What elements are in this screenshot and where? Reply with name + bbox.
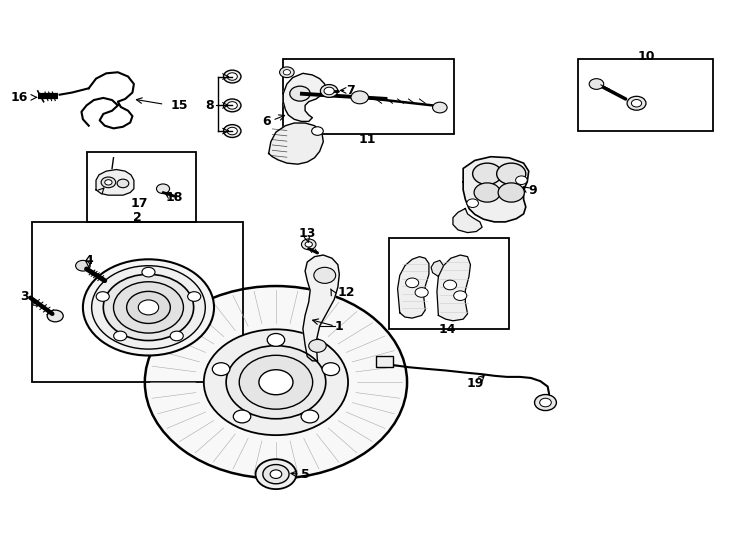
Circle shape (204, 329, 348, 435)
Polygon shape (463, 157, 528, 222)
Text: 1: 1 (335, 320, 344, 333)
Circle shape (138, 300, 159, 315)
Circle shape (117, 179, 128, 188)
Circle shape (314, 267, 335, 284)
Circle shape (47, 310, 63, 322)
Polygon shape (269, 123, 323, 164)
Circle shape (406, 278, 418, 288)
Circle shape (76, 260, 90, 271)
Circle shape (223, 70, 241, 83)
Circle shape (226, 346, 326, 419)
Circle shape (432, 102, 447, 113)
Circle shape (631, 99, 642, 107)
Circle shape (96, 292, 109, 301)
Text: 4: 4 (84, 254, 93, 267)
Circle shape (103, 274, 194, 341)
Bar (32, 222, 243, 382)
Circle shape (212, 363, 230, 375)
Text: 2: 2 (133, 211, 142, 224)
Polygon shape (437, 255, 470, 321)
Circle shape (223, 99, 241, 112)
Bar (87, 152, 196, 222)
Circle shape (142, 267, 155, 277)
Circle shape (280, 67, 294, 78)
Text: 12: 12 (338, 286, 355, 299)
Circle shape (92, 266, 206, 349)
Bar (283, 59, 454, 134)
Circle shape (351, 91, 368, 104)
Text: 7: 7 (346, 84, 355, 97)
Circle shape (498, 183, 524, 202)
Circle shape (454, 291, 467, 300)
Circle shape (114, 282, 184, 333)
Circle shape (145, 286, 407, 478)
Circle shape (227, 102, 237, 109)
Polygon shape (431, 260, 443, 276)
Circle shape (497, 163, 526, 185)
Bar (389, 238, 509, 329)
Text: 17: 17 (131, 197, 148, 210)
Text: 13: 13 (299, 227, 316, 240)
Text: 9: 9 (528, 184, 537, 198)
Circle shape (312, 127, 323, 136)
Circle shape (467, 199, 479, 207)
Circle shape (188, 292, 200, 301)
Circle shape (223, 125, 241, 138)
Circle shape (302, 239, 316, 249)
Circle shape (270, 470, 282, 478)
Polygon shape (96, 170, 134, 195)
Circle shape (473, 163, 502, 185)
Text: 3: 3 (21, 290, 29, 303)
Circle shape (227, 73, 237, 80)
Circle shape (415, 288, 428, 297)
Polygon shape (303, 255, 339, 361)
Bar (376, 355, 393, 367)
Circle shape (305, 242, 313, 247)
Circle shape (589, 79, 604, 89)
Text: 16: 16 (10, 91, 27, 104)
Circle shape (474, 183, 501, 202)
Text: 15: 15 (170, 99, 188, 112)
Circle shape (301, 410, 319, 423)
Circle shape (267, 334, 285, 346)
Circle shape (539, 399, 551, 407)
Polygon shape (453, 208, 482, 233)
Bar (578, 59, 713, 131)
Text: 8: 8 (206, 99, 214, 112)
Circle shape (324, 87, 334, 94)
Circle shape (233, 410, 251, 423)
Circle shape (443, 280, 457, 290)
Text: 18: 18 (165, 191, 183, 204)
Circle shape (255, 459, 297, 489)
Text: 5: 5 (301, 468, 310, 481)
Text: 14: 14 (438, 323, 456, 336)
Circle shape (627, 96, 646, 110)
Circle shape (227, 127, 237, 135)
Circle shape (322, 363, 340, 375)
Circle shape (263, 464, 289, 484)
Circle shape (170, 331, 184, 341)
Circle shape (156, 184, 170, 193)
Circle shape (239, 355, 313, 409)
Circle shape (126, 292, 170, 323)
Text: 19: 19 (466, 377, 484, 390)
Circle shape (83, 259, 214, 355)
Text: 11: 11 (358, 132, 376, 146)
Circle shape (105, 180, 112, 185)
Circle shape (290, 86, 310, 101)
Circle shape (320, 85, 338, 97)
Circle shape (515, 176, 527, 185)
Polygon shape (398, 256, 429, 318)
Polygon shape (283, 73, 324, 122)
Circle shape (114, 331, 127, 341)
Circle shape (259, 370, 293, 395)
Circle shape (309, 340, 326, 352)
Circle shape (534, 395, 556, 410)
Text: 6: 6 (262, 115, 271, 128)
Circle shape (283, 70, 291, 75)
Circle shape (101, 177, 116, 188)
Text: 10: 10 (637, 50, 655, 63)
